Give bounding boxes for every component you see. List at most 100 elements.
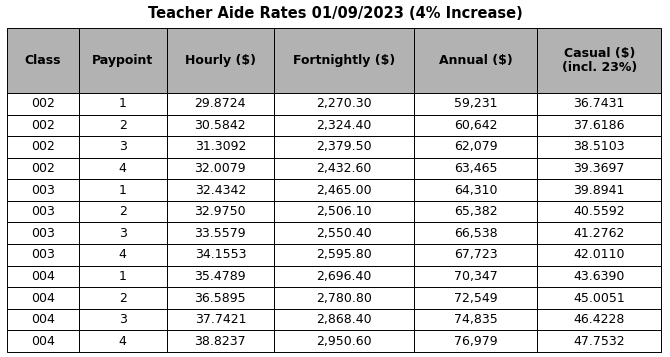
Text: 39.8941: 39.8941 bbox=[574, 183, 625, 197]
Bar bbox=[274, 244, 414, 266]
Bar bbox=[79, 201, 167, 222]
Text: 34.1553: 34.1553 bbox=[194, 248, 246, 261]
Bar bbox=[274, 93, 414, 115]
Bar bbox=[167, 158, 274, 179]
Text: 3: 3 bbox=[119, 313, 127, 326]
Bar bbox=[167, 115, 274, 136]
Bar bbox=[414, 222, 537, 244]
Text: 2,270.30: 2,270.30 bbox=[316, 97, 372, 110]
Bar bbox=[7, 266, 79, 287]
Bar bbox=[414, 115, 537, 136]
Bar bbox=[537, 222, 661, 244]
Bar bbox=[7, 287, 79, 309]
Text: 46.4228: 46.4228 bbox=[574, 313, 625, 326]
Text: 40.5592: 40.5592 bbox=[574, 205, 625, 218]
Text: 45.0051: 45.0051 bbox=[574, 292, 625, 305]
Text: 32.9750: 32.9750 bbox=[194, 205, 246, 218]
Bar bbox=[274, 201, 414, 222]
Bar bbox=[79, 179, 167, 201]
Text: 003: 003 bbox=[31, 227, 55, 240]
Bar bbox=[79, 28, 167, 93]
Bar bbox=[79, 331, 167, 352]
Text: 1: 1 bbox=[119, 270, 127, 283]
Bar bbox=[79, 93, 167, 115]
Text: 002: 002 bbox=[31, 162, 55, 175]
Text: 2,465.00: 2,465.00 bbox=[316, 183, 372, 197]
Text: 1: 1 bbox=[119, 183, 127, 197]
Text: 70,347: 70,347 bbox=[454, 270, 497, 283]
Text: 60,642: 60,642 bbox=[454, 119, 497, 132]
Bar bbox=[537, 179, 661, 201]
Bar bbox=[274, 331, 414, 352]
Bar bbox=[167, 331, 274, 352]
Text: 38.8237: 38.8237 bbox=[194, 335, 246, 348]
Bar bbox=[274, 136, 414, 158]
Bar bbox=[274, 266, 414, 287]
Bar bbox=[537, 201, 661, 222]
Text: 62,079: 62,079 bbox=[454, 140, 497, 154]
Bar bbox=[537, 309, 661, 331]
Bar bbox=[274, 28, 414, 93]
Text: 59,231: 59,231 bbox=[454, 97, 497, 110]
Text: 66,538: 66,538 bbox=[454, 227, 497, 240]
Bar bbox=[7, 222, 79, 244]
Bar bbox=[79, 309, 167, 331]
Text: 72,549: 72,549 bbox=[454, 292, 497, 305]
Text: 37.6186: 37.6186 bbox=[574, 119, 625, 132]
Text: 36.5895: 36.5895 bbox=[194, 292, 246, 305]
Bar bbox=[414, 136, 537, 158]
Bar bbox=[537, 331, 661, 352]
Text: Hourly ($): Hourly ($) bbox=[185, 54, 256, 67]
Text: 32.0079: 32.0079 bbox=[194, 162, 246, 175]
Text: 2,950.60: 2,950.60 bbox=[316, 335, 372, 348]
Text: 47.7532: 47.7532 bbox=[574, 335, 625, 348]
Text: 2,379.50: 2,379.50 bbox=[316, 140, 372, 154]
Text: 38.5103: 38.5103 bbox=[574, 140, 625, 154]
Bar bbox=[167, 179, 274, 201]
Text: 4: 4 bbox=[119, 335, 127, 348]
Text: 29.8724: 29.8724 bbox=[194, 97, 246, 110]
Text: Teacher Aide Rates 01/09/2023 (4% Increase): Teacher Aide Rates 01/09/2023 (4% Increa… bbox=[147, 6, 523, 21]
Text: 2: 2 bbox=[119, 119, 127, 132]
Text: 2,506.10: 2,506.10 bbox=[316, 205, 372, 218]
Bar bbox=[79, 136, 167, 158]
Bar bbox=[7, 201, 79, 222]
Bar bbox=[7, 309, 79, 331]
Text: 003: 003 bbox=[31, 205, 55, 218]
Bar bbox=[167, 222, 274, 244]
Bar bbox=[167, 201, 274, 222]
Text: 76,979: 76,979 bbox=[454, 335, 497, 348]
Text: 37.7421: 37.7421 bbox=[194, 313, 246, 326]
Bar bbox=[537, 287, 661, 309]
Bar bbox=[274, 158, 414, 179]
Bar bbox=[7, 244, 79, 266]
Bar bbox=[414, 331, 537, 352]
Text: 2: 2 bbox=[119, 292, 127, 305]
Bar bbox=[537, 266, 661, 287]
Bar bbox=[537, 158, 661, 179]
Bar bbox=[414, 244, 537, 266]
Bar bbox=[7, 28, 79, 93]
Bar bbox=[414, 309, 537, 331]
Bar bbox=[7, 136, 79, 158]
Bar bbox=[414, 158, 537, 179]
Text: 4: 4 bbox=[119, 248, 127, 261]
Bar bbox=[7, 93, 79, 115]
Text: Casual ($)
(incl. 23%): Casual ($) (incl. 23%) bbox=[561, 46, 636, 75]
Bar bbox=[167, 309, 274, 331]
Text: 2,550.40: 2,550.40 bbox=[316, 227, 372, 240]
Text: 2,696.40: 2,696.40 bbox=[316, 270, 372, 283]
Text: Fortnightly ($): Fortnightly ($) bbox=[293, 54, 395, 67]
Text: 3: 3 bbox=[119, 227, 127, 240]
Bar bbox=[167, 28, 274, 93]
Text: 3: 3 bbox=[119, 140, 127, 154]
Text: Paypoint: Paypoint bbox=[92, 54, 153, 67]
Text: 42.0110: 42.0110 bbox=[574, 248, 625, 261]
Text: 33.5579: 33.5579 bbox=[194, 227, 246, 240]
Text: 32.4342: 32.4342 bbox=[195, 183, 246, 197]
Bar bbox=[414, 266, 537, 287]
Bar bbox=[167, 93, 274, 115]
Text: 65,382: 65,382 bbox=[454, 205, 497, 218]
Text: 004: 004 bbox=[31, 313, 55, 326]
Text: 43.6390: 43.6390 bbox=[574, 270, 625, 283]
